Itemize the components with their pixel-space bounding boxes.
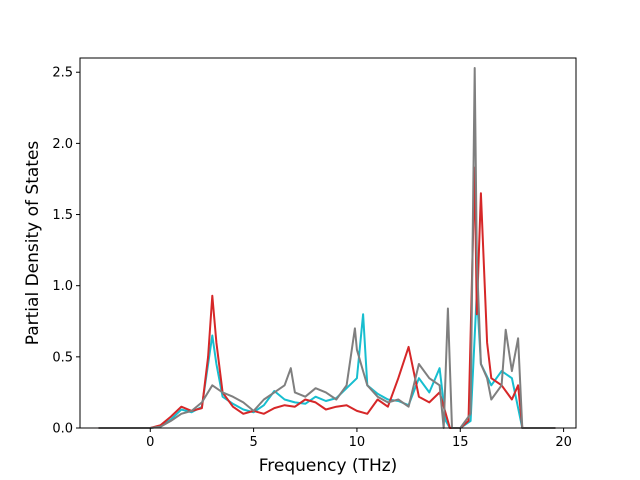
y-axis-title: Partial Density of States — [23, 141, 43, 346]
y-tick-label: 1.0 — [52, 279, 73, 294]
x-tick-label: 15 — [452, 435, 469, 450]
x-tick-label: 0 — [146, 435, 154, 450]
series-line-2 — [98, 166, 556, 429]
y-tick-label: 2.0 — [52, 137, 73, 152]
y-tick-label: 0.5 — [52, 350, 73, 365]
y-axis-ticks: 0.0 0.5 1.0 1.5 2.0 2.5 — [52, 66, 80, 437]
series-layer — [98, 67, 556, 429]
y-tick-label: 2.5 — [52, 66, 73, 81]
y-tick-label: 0.0 — [52, 422, 73, 437]
x-axis-title: Frequency (THz) — [259, 456, 398, 476]
series-line-3 — [98, 67, 556, 429]
x-tick-label: 20 — [555, 435, 572, 450]
y-tick-label: 1.5 — [52, 208, 73, 223]
x-tick-label: 10 — [349, 435, 366, 450]
plot-frame — [79, 57, 577, 429]
x-axis-ticks: 0 5 10 15 20 — [146, 428, 572, 450]
x-tick-label: 5 — [249, 435, 257, 450]
